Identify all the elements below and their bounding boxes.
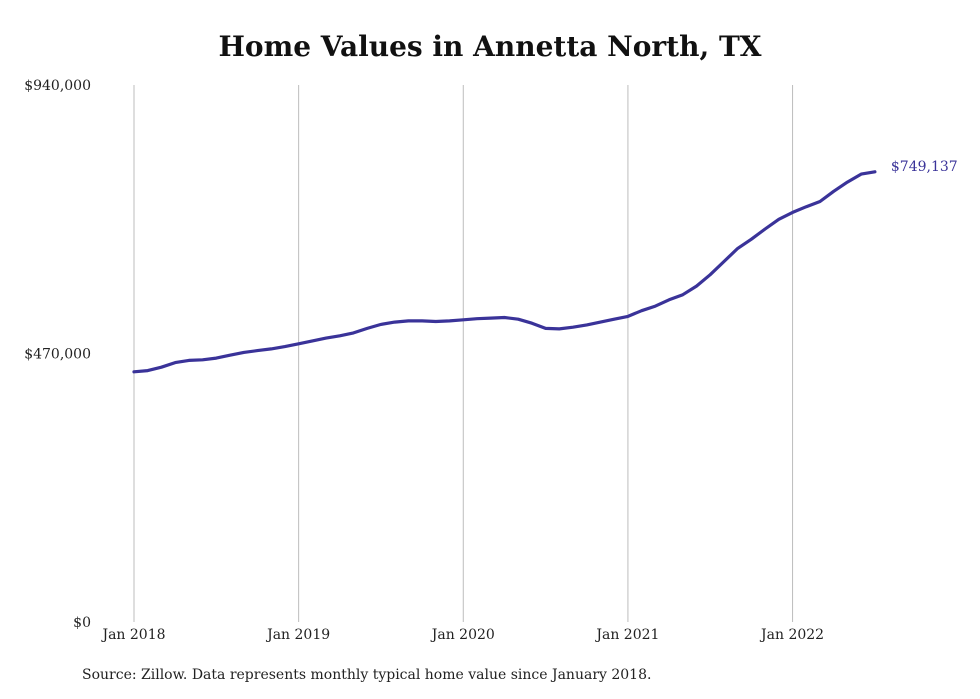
x-tick-label: Jan 2020: [430, 627, 495, 643]
chart-title: Home Values in Annetta North, TX: [218, 30, 762, 63]
x-tick-label: Jan 2018: [100, 627, 165, 643]
x-axis-tick-labels: Jan 2018 Jan 2019 Jan 2020 Jan 2021 Jan 2022: [100, 627, 824, 643]
source-note: Source: Zillow. Data represents monthly …: [82, 667, 652, 683]
y-tick-label: $470,000: [24, 347, 91, 363]
x-tick-label: Jan 2022: [759, 627, 824, 643]
x-tick-label: Jan 2021: [594, 627, 659, 643]
x-tick-label: Jan 2019: [265, 627, 330, 643]
vertical-gridlines: [133, 85, 794, 622]
y-tick-label: $0: [73, 615, 91, 631]
line-chart: $0$470,000$940,000 Jan 2018 Jan 2019 Jan 2…: [24, 78, 958, 643]
y-tick-label: $940,000: [24, 78, 91, 94]
y-axis-tick-labels: $0 $470,000 $940,000: [24, 78, 91, 631]
series-layer: $749,137: [132, 159, 958, 374]
home-value-line: [132, 170, 877, 374]
end-value-label: $749,137: [891, 159, 958, 175]
